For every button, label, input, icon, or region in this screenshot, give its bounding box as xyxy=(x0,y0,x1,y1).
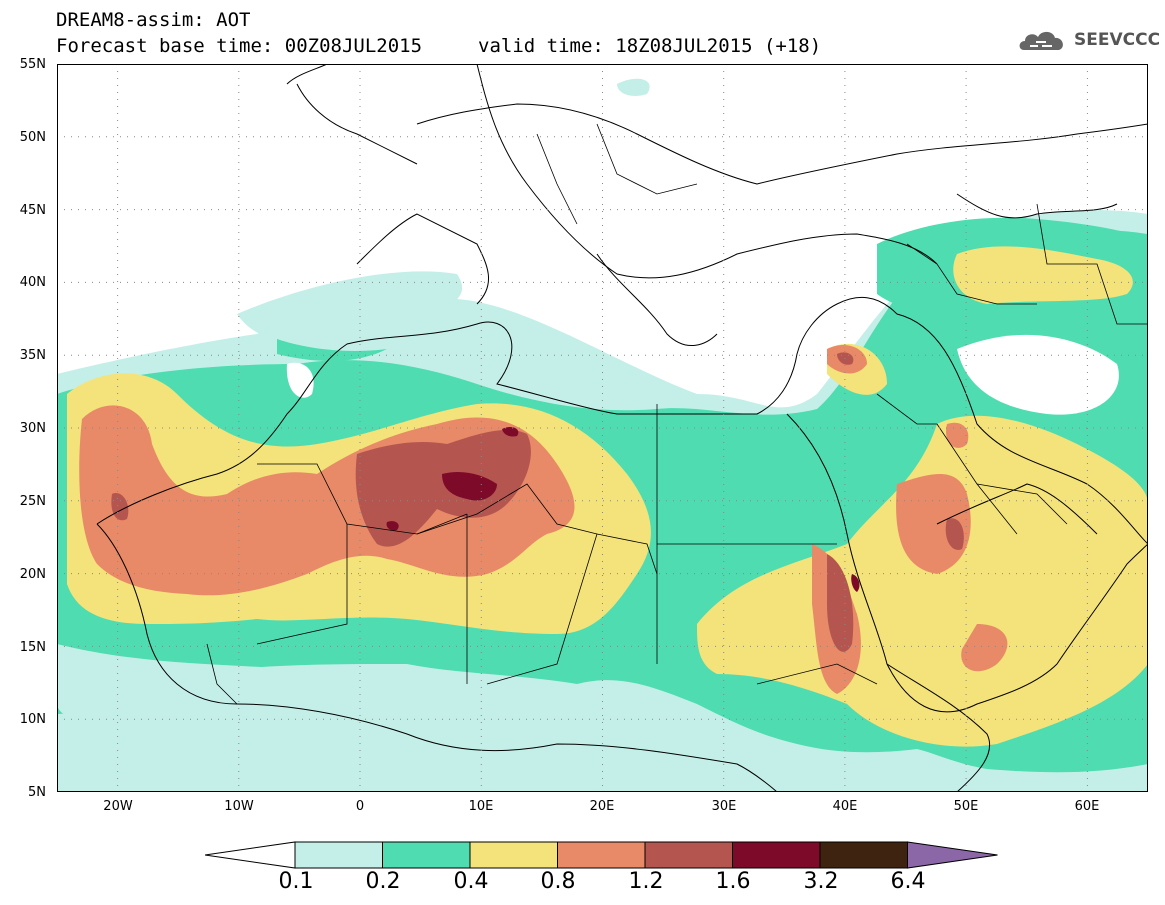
lat-label: 55N xyxy=(19,57,46,72)
lat-label: 30N xyxy=(19,421,46,436)
colorbar-swatch xyxy=(205,841,296,869)
colorbar-swatch xyxy=(644,841,733,869)
colorbar-swatch xyxy=(469,841,558,869)
map-canvas xyxy=(57,64,1148,792)
lat-label: 10N xyxy=(19,712,46,727)
lat-label: 15N xyxy=(19,640,46,655)
colorbar xyxy=(205,841,998,869)
logo-text: SEEVCCC xyxy=(1074,30,1161,50)
lon-label: 20E xyxy=(589,799,615,814)
cloud-icon xyxy=(1019,31,1063,50)
lat-label: 40N xyxy=(19,275,46,290)
lon-label: 20W xyxy=(103,799,133,814)
colorbar-label: 0.2 xyxy=(365,869,401,894)
aot-band-1.2 xyxy=(111,352,964,652)
lon-label: 30E xyxy=(711,799,737,814)
colorbar-label: 0.4 xyxy=(453,869,489,894)
colorbar-swatch xyxy=(819,841,908,869)
lon-label: 40E xyxy=(832,799,858,814)
colorbar-swatch xyxy=(557,841,646,869)
lon-label: 10W xyxy=(224,799,254,814)
colorbar-swatch xyxy=(732,841,821,869)
colorbar-label: 1.6 xyxy=(715,869,751,894)
seevccc-logo: SEEVCCC xyxy=(1016,24,1160,56)
lat-label: 5N xyxy=(28,785,46,800)
colorbar-label: 0.8 xyxy=(540,869,576,894)
lat-label: 45N xyxy=(19,203,46,218)
lat-label: 25N xyxy=(19,494,46,509)
graticule xyxy=(57,64,1148,792)
lon-label: 60E xyxy=(1074,799,1100,814)
coastlines xyxy=(96,64,1148,792)
aot-map xyxy=(57,64,1148,792)
valid-time: valid time: 18Z08JUL2015 (+18) xyxy=(478,35,822,57)
colorbar-swatch xyxy=(382,841,471,869)
lon-label: 10E xyxy=(468,799,494,814)
lon-label: 50E xyxy=(953,799,979,814)
colorbar-swatch xyxy=(294,841,383,869)
lon-label: 0 xyxy=(355,799,365,814)
lat-label: 50N xyxy=(19,130,46,145)
colorbar-label: 1.2 xyxy=(628,869,664,894)
map-title: DREAM8-assim: AOT xyxy=(56,9,251,31)
aot-band-1.6 xyxy=(386,426,860,592)
colorbar-label: 0.1 xyxy=(278,869,314,894)
lat-label: 20N xyxy=(19,567,46,582)
colorbar-label: 6.4 xyxy=(890,869,926,894)
colorbar-swatch xyxy=(907,841,998,869)
forecast-base-time: Forecast base time: 00Z08JUL2015 xyxy=(56,35,423,57)
lat-label: 35N xyxy=(19,348,46,363)
map-frame xyxy=(57,64,1148,792)
country-borders xyxy=(206,123,1148,705)
colorbar-label: 3.2 xyxy=(803,869,839,894)
